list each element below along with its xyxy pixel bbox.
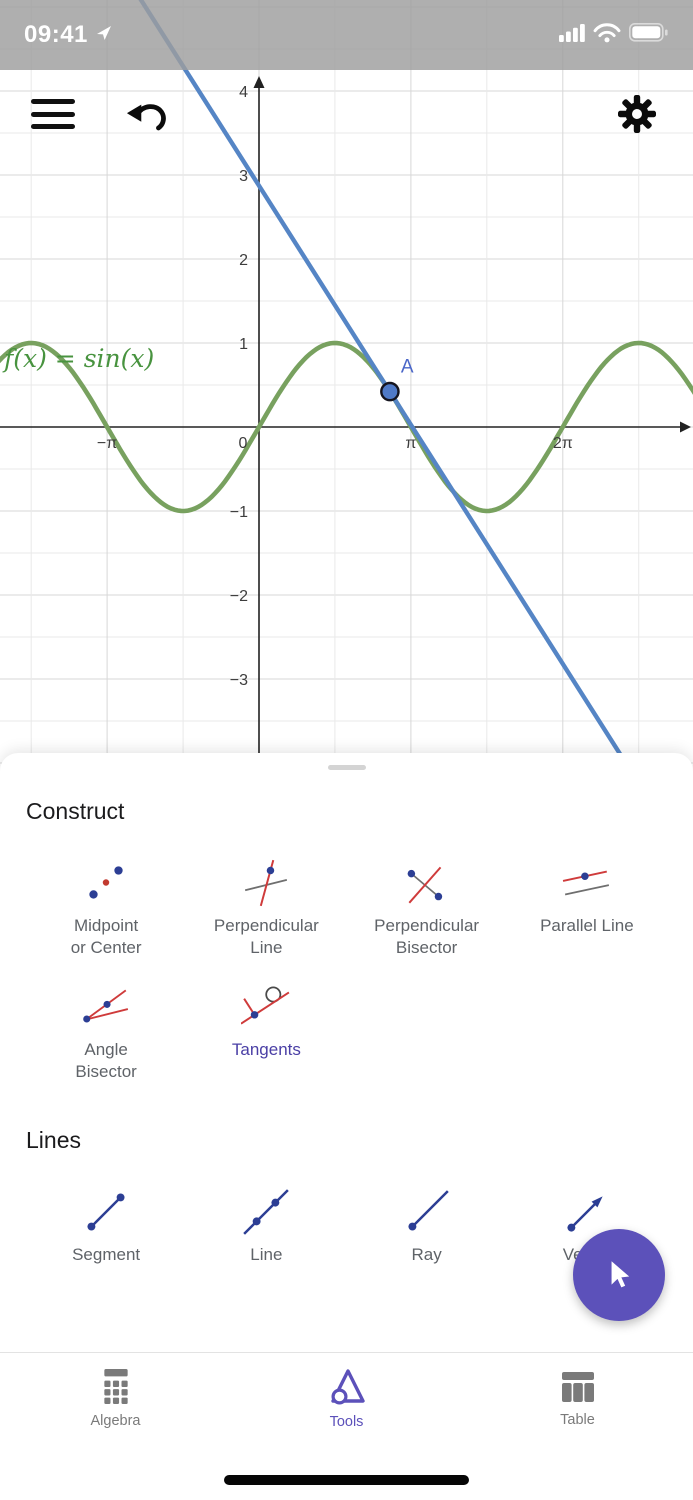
perpendicular-line-icon [240, 857, 292, 909]
tool-label: Perpendicular Bisector [374, 916, 480, 957]
tool-label: Segment [72, 1245, 141, 1264]
tab-tools[interactable]: Tools [277, 1367, 417, 1431]
tab-label: Algebra [90, 1413, 141, 1429]
parallel-line-icon [561, 857, 613, 909]
tab-label: Table [560, 1412, 595, 1428]
tool-label: Angle Bisector [75, 1040, 137, 1081]
pointer-fab[interactable] [573, 1229, 665, 1321]
midpoint-or-center-icon [80, 857, 132, 909]
tool-label: Tangents [231, 1040, 301, 1059]
x-tick-label: π [405, 435, 416, 452]
hamburger-icon [31, 99, 75, 104]
section-title-lines: Lines [26, 1127, 81, 1153]
tab-table[interactable]: Table [508, 1369, 648, 1429]
point-A[interactable] [380, 381, 400, 402]
x-tick-label: 0 [239, 435, 248, 452]
section-title-construct: Construct [26, 798, 125, 824]
tool-segment[interactable]: Segment [26, 1186, 186, 1266]
calculator-icon [103, 1369, 129, 1408]
tool-midpoint-or-center[interactable]: Midpoint or Center [26, 857, 186, 959]
lines-tool-grid: Segment Line [26, 1186, 667, 1266]
gear-icon [617, 95, 657, 137]
cellular-signal-icon [559, 23, 585, 47]
point-A-label: A [401, 357, 414, 378]
tool-perpendicular-line[interactable]: Perpendicular Line [186, 857, 346, 959]
line-icon [240, 1186, 292, 1238]
wifi-icon [593, 22, 621, 48]
cursor-arrow-icon [602, 1257, 636, 1294]
ray-icon [401, 1186, 453, 1238]
status-bar: 09:41 [0, 0, 693, 70]
tab-label: Tools [329, 1414, 364, 1430]
tool-tangents[interactable]: Tangents [186, 981, 346, 1083]
construct-tool-grid: Midpoint or Center Perpendicular Line [26, 857, 667, 1083]
y-tick-label: 1 [239, 336, 248, 353]
sine-curve[interactable] [0, 340, 693, 514]
y-tick-label: −3 [230, 672, 248, 689]
tool-parallel-line[interactable]: Parallel Line [507, 857, 667, 959]
tool-perpendicular-bisector[interactable]: Perpendicular Bisector [347, 857, 507, 959]
tangents-icon [240, 981, 292, 1033]
tool-label: Line [250, 1245, 283, 1264]
menu-button[interactable] [31, 99, 75, 129]
settings-button[interactable] [617, 94, 657, 137]
geometry-tools-icon [327, 1368, 367, 1409]
tool-label: Perpendicular Line [213, 916, 319, 957]
tool-angle-bisector[interactable]: Angle Bisector [26, 981, 186, 1083]
angle-bisector-icon [80, 981, 132, 1033]
tool-line[interactable]: Line [186, 1186, 346, 1266]
tool-label: Midpoint or Center [70, 916, 142, 957]
bottom-tab-bar: Algebra Tools Table [0, 1352, 693, 1445]
tab-algebra[interactable]: Algebra [46, 1368, 186, 1430]
tool-label: Ray [411, 1245, 442, 1264]
x-tick-label: −π [97, 435, 117, 452]
function-label: f(x) = sin(x) [2, 344, 154, 373]
y-tick-label: 4 [239, 84, 248, 101]
table-icon [561, 1370, 595, 1407]
home-indicator[interactable] [224, 1475, 469, 1485]
y-tick-label: −1 [230, 504, 248, 521]
vector-icon [561, 1186, 613, 1238]
y-tick-label: 3 [239, 168, 248, 185]
status-time: 09:41 [24, 21, 88, 48]
location-arrow-icon [96, 25, 112, 46]
x-tick-label: 2π [553, 435, 573, 452]
battery-icon [629, 23, 669, 47]
y-tick-label: −2 [230, 588, 248, 605]
tool-ray[interactable]: Ray [347, 1186, 507, 1266]
graph-canvas[interactable]: 4 3 2 1 −1 −2 −3 −π 0 π 2π f(x) = sin(x) A [0, 0, 693, 772]
undo-button[interactable] [126, 100, 168, 137]
y-tick-label: 2 [239, 252, 248, 269]
perpendicular-bisector-icon [401, 857, 453, 909]
sheet-drag-handle[interactable] [327, 765, 366, 770]
undo-icon [126, 104, 168, 137]
tool-label: Parallel Line [540, 916, 634, 935]
segment-icon [80, 1186, 132, 1238]
